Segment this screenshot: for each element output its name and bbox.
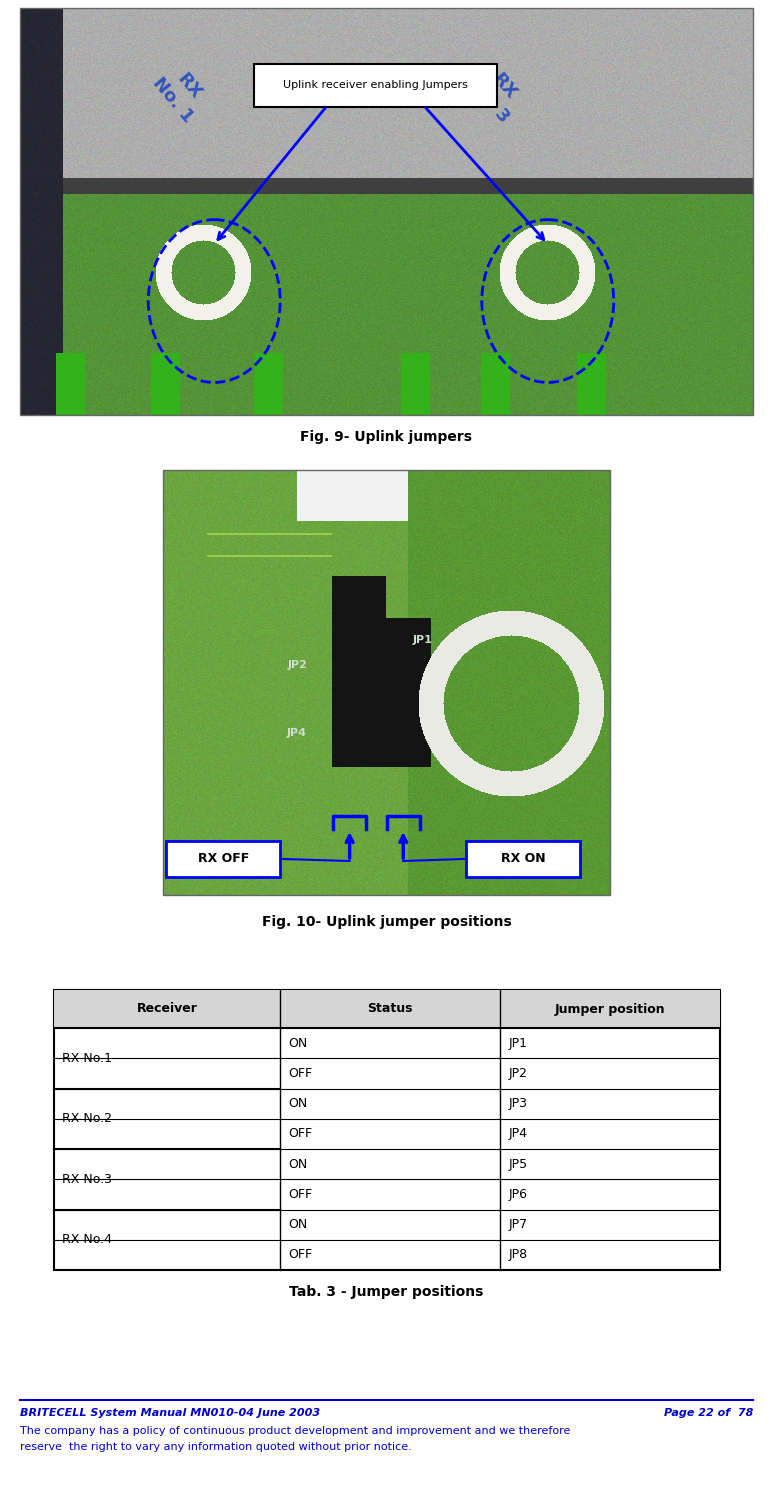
Text: Fig. 9- Uplink jumpers: Fig. 9- Uplink jumpers xyxy=(301,430,472,444)
FancyBboxPatch shape xyxy=(466,841,580,877)
Bar xyxy=(163,471,610,895)
Text: ON: ON xyxy=(288,1037,308,1050)
Text: The company has a policy of continuous product development and improvement and w: The company has a policy of continuous p… xyxy=(20,1425,570,1436)
FancyBboxPatch shape xyxy=(166,841,281,877)
Text: JP2: JP2 xyxy=(508,1067,527,1080)
Text: Receiver: Receiver xyxy=(137,1002,198,1016)
Text: RX No.4: RX No.4 xyxy=(62,1233,112,1246)
Text: RX No.3: RX No.3 xyxy=(62,1173,112,1186)
Text: JP4: JP4 xyxy=(287,729,307,738)
Text: OFF: OFF xyxy=(288,1188,312,1201)
Bar xyxy=(54,991,720,1028)
Text: OFF: OFF xyxy=(288,1067,312,1080)
Text: JP2: JP2 xyxy=(287,660,307,671)
Text: RX No.2: RX No.2 xyxy=(62,1112,112,1125)
Text: JP6: JP6 xyxy=(508,1188,527,1201)
Text: ON: ON xyxy=(288,1218,308,1231)
Text: Jumper position: Jumper position xyxy=(555,1002,666,1016)
Text: ON: ON xyxy=(288,1097,308,1110)
Text: JP1: JP1 xyxy=(412,635,432,645)
Bar xyxy=(20,7,753,415)
Text: ON: ON xyxy=(288,1158,308,1171)
Text: RX
No. 1: RX No. 1 xyxy=(149,61,213,125)
Text: OFF: OFF xyxy=(288,1249,312,1261)
Text: reserve  the right to vary any information quoted without prior notice.: reserve the right to vary any informatio… xyxy=(20,1442,412,1452)
Text: RX
No. 3: RX No. 3 xyxy=(465,61,528,125)
Text: Page 22 of  78: Page 22 of 78 xyxy=(664,1407,753,1418)
Text: JP7: JP7 xyxy=(508,1218,527,1231)
FancyBboxPatch shape xyxy=(254,64,498,106)
Text: JP5: JP5 xyxy=(508,1158,527,1171)
Text: JP1: JP1 xyxy=(508,1037,527,1050)
Text: JP4: JP4 xyxy=(508,1128,527,1140)
Text: RX No.1: RX No.1 xyxy=(62,1052,112,1065)
Text: Status: Status xyxy=(368,1002,413,1016)
Text: Uplink receiver enabling Jumpers: Uplink receiver enabling Jumpers xyxy=(283,81,468,90)
Text: JP8: JP8 xyxy=(508,1249,527,1261)
Text: OFF: OFF xyxy=(288,1128,312,1140)
Text: RX ON: RX ON xyxy=(501,853,545,865)
Text: RX OFF: RX OFF xyxy=(198,853,249,865)
Text: Tab. 3 - Jumper positions: Tab. 3 - Jumper positions xyxy=(289,1285,484,1298)
Text: Fig. 10- Uplink jumper positions: Fig. 10- Uplink jumper positions xyxy=(261,914,512,929)
Text: JP3: JP3 xyxy=(508,1097,527,1110)
Bar xyxy=(54,991,720,1270)
Text: BRITECELL System Manual MN010-04 June 2003: BRITECELL System Manual MN010-04 June 20… xyxy=(20,1407,320,1418)
